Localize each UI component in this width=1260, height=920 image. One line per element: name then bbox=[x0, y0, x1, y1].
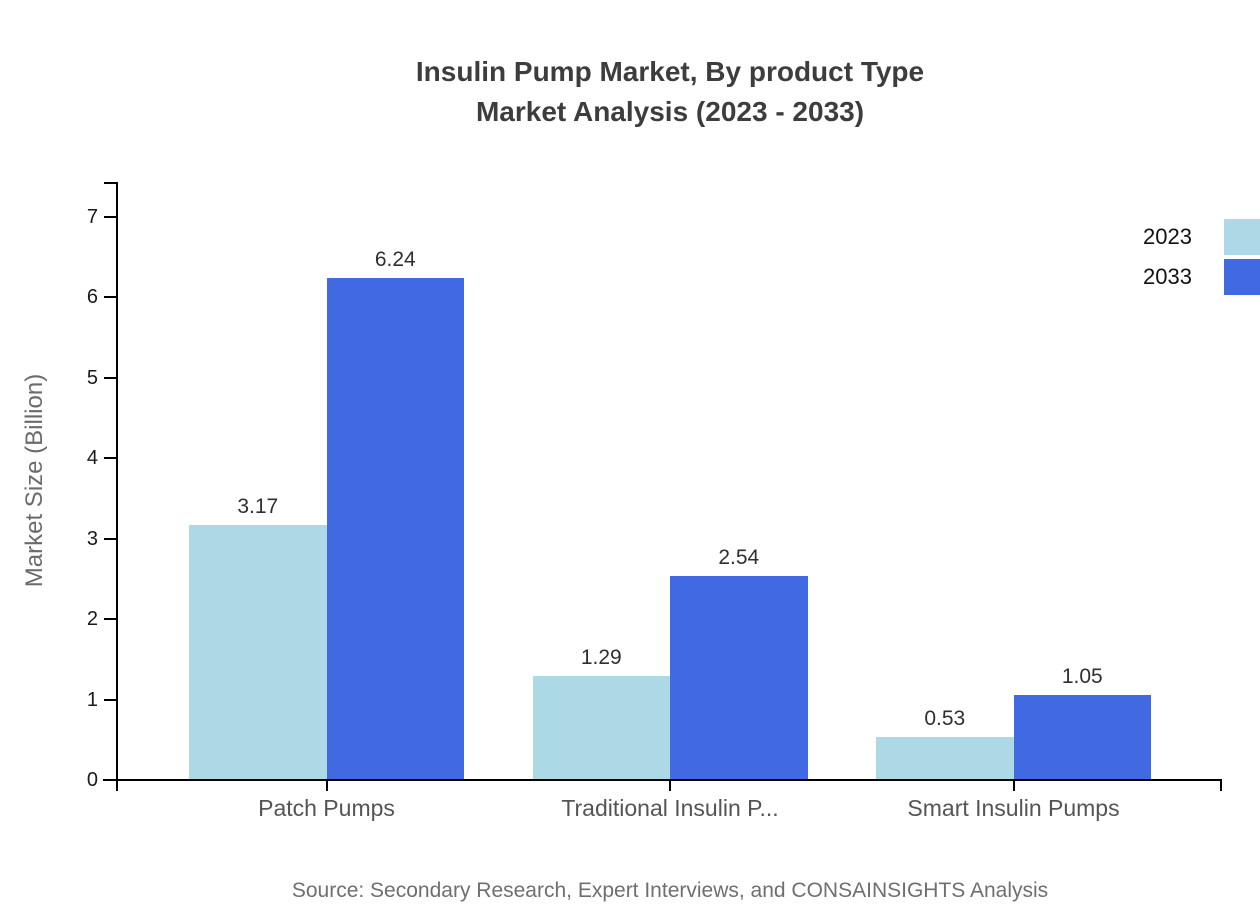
y-tick-4 bbox=[104, 457, 116, 459]
x-tick-traditional-insulin-p bbox=[669, 780, 671, 791]
legend-swatch-2033 bbox=[1224, 259, 1260, 295]
y-tick-label-1: 1 bbox=[86, 688, 98, 711]
value-label-2023-patch-pumps: 3.17 bbox=[237, 494, 279, 518]
y-tick-label-2: 2 bbox=[86, 608, 98, 630]
bar-2023-smart-insulin-pumps[interactable] bbox=[876, 737, 1014, 780]
y-tick-label-3: 3 bbox=[86, 527, 98, 550]
y-tick-label-7: 7 bbox=[86, 205, 98, 228]
chart-title-line-2: Market Analysis (2023 - 2033) bbox=[475, 96, 865, 127]
category-label-patch-pumps: Patch Pumps bbox=[258, 795, 395, 821]
y-tick-label-0: 0 bbox=[86, 769, 98, 791]
x-axis-end-tick bbox=[1220, 780, 1222, 791]
y-tick-label-6: 6 bbox=[86, 286, 98, 308]
source-attribution: Source: Secondary Research, Expert Inter… bbox=[291, 879, 1049, 902]
bar-2023-traditional-insulin-p[interactable] bbox=[532, 676, 670, 780]
y-tick-2 bbox=[104, 618, 116, 620]
y-tick-label-5: 5 bbox=[86, 366, 98, 389]
value-label-2023-smart-insulin-pumps: 0.53 bbox=[924, 707, 966, 731]
value-label-2033-smart-insulin-pumps: 1.05 bbox=[1061, 665, 1103, 689]
bar-2023-patch-pumps[interactable] bbox=[189, 524, 327, 780]
y-tick-1 bbox=[104, 698, 116, 701]
y-axis-line bbox=[116, 182, 118, 791]
chart-title-line-1: Insulin Pump Market, By product Type bbox=[415, 56, 925, 87]
y-tick-label-4: 4 bbox=[86, 447, 98, 469]
value-label-2033-traditional-insulin-p: 2.54 bbox=[718, 545, 760, 569]
y-tick-6 bbox=[104, 296, 116, 298]
bar-2033-traditional-insulin-p[interactable] bbox=[670, 575, 808, 780]
y-tick-3 bbox=[104, 537, 116, 540]
value-label-2033-patch-pumps: 6.24 bbox=[374, 247, 416, 271]
y-tick-0 bbox=[104, 779, 116, 781]
y-tick-7 bbox=[104, 215, 116, 218]
y-axis-top-tick bbox=[104, 182, 116, 184]
legend-swatch-2023 bbox=[1224, 219, 1260, 255]
x-axis-line bbox=[103, 779, 1222, 781]
legend-label-2023: 2023 bbox=[1143, 224, 1192, 249]
x-tick-smart-insulin-pumps bbox=[1012, 780, 1015, 791]
bar-2033-patch-pumps[interactable] bbox=[326, 277, 464, 780]
y-tick-5 bbox=[104, 376, 116, 379]
category-label-smart-insulin-pumps: Smart Insulin Pumps bbox=[907, 795, 1120, 821]
legend-label-2033: 2033 bbox=[1143, 264, 1192, 289]
value-label-2023-traditional-insulin-p: 1.29 bbox=[580, 646, 622, 670]
chart-title: Insulin Pump Market, By product Type Mar… bbox=[80, 52, 1260, 132]
category-label-traditional-insulin-p: Traditional Insulin P... bbox=[561, 795, 779, 821]
x-tick-patch-pumps bbox=[325, 780, 328, 791]
bar-2033-smart-insulin-pumps[interactable] bbox=[1013, 695, 1151, 780]
